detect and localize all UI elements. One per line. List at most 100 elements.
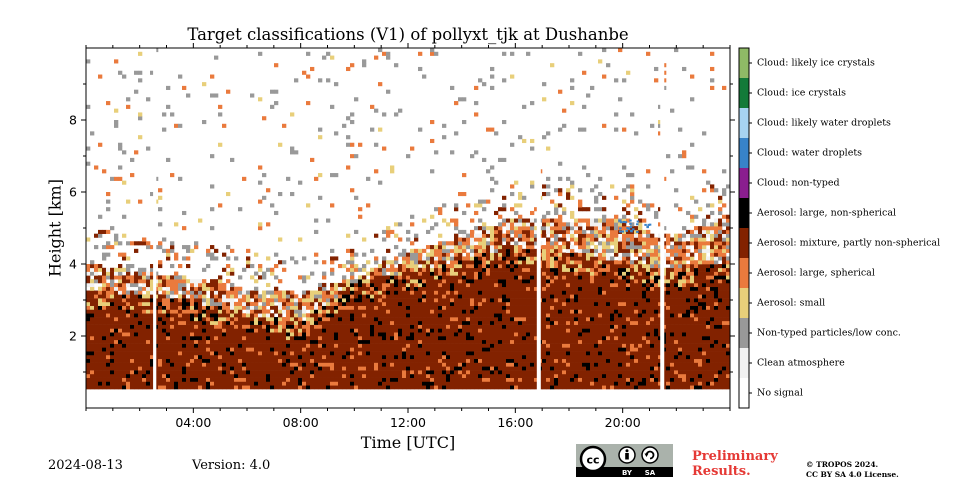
heatmap-cell <box>526 366 531 371</box>
heatmap-cell <box>438 313 443 318</box>
heatmap-cell <box>174 332 179 337</box>
heatmap-cell <box>378 385 383 390</box>
heatmap-cell <box>202 298 207 303</box>
heatmap-cell <box>138 199 143 204</box>
heatmap-cell <box>210 282 215 288</box>
heatmap-cell <box>454 207 459 212</box>
heatmap-cell <box>542 381 547 386</box>
heatmap-cell <box>398 222 403 227</box>
heatmap-cell <box>174 222 179 227</box>
heatmap-cell <box>542 260 547 265</box>
heatmap-cell <box>486 252 491 257</box>
heatmap-cell <box>290 313 295 318</box>
heatmap-cell <box>530 138 535 144</box>
heatmap-cell <box>206 320 211 325</box>
heatmap-cell <box>402 362 407 367</box>
heatmap-cell <box>582 245 587 250</box>
heatmap-cell <box>278 294 283 299</box>
heatmap-cell <box>566 267 571 272</box>
heatmap-cell <box>534 339 539 344</box>
heatmap-cell <box>398 347 403 352</box>
heatmap-cell <box>98 229 103 234</box>
heatmap-cell <box>238 343 243 348</box>
heatmap-cell <box>238 336 243 341</box>
heatmap-cell <box>578 275 583 280</box>
heatmap-cell <box>434 328 439 333</box>
heatmap-cell <box>598 192 603 197</box>
heatmap-cell <box>546 192 551 197</box>
heatmap-cell <box>350 154 355 159</box>
heatmap-cell <box>490 328 495 333</box>
heatmap-cell <box>438 309 443 314</box>
heatmap-cell <box>394 63 399 68</box>
heatmap-cell <box>546 248 551 253</box>
heatmap-cell <box>262 305 267 310</box>
heatmap-cell <box>150 370 155 375</box>
heatmap-cell <box>366 328 371 333</box>
heatmap-cell <box>194 358 199 363</box>
heatmap-cell <box>270 104 275 109</box>
heatmap-cell <box>586 275 591 280</box>
heatmap-cell <box>322 305 327 310</box>
heatmap-cell <box>230 305 235 310</box>
heatmap-cell <box>246 290 251 295</box>
heatmap-cell <box>586 93 591 98</box>
heatmap-cell <box>358 385 363 390</box>
heatmap-cell <box>606 282 611 288</box>
heatmap-cell <box>582 301 587 306</box>
heatmap-cell <box>98 385 103 390</box>
heatmap-cell <box>490 351 495 356</box>
heatmap-cell <box>302 336 307 341</box>
heatmap-cell <box>302 275 307 280</box>
heatmap-cell <box>150 294 155 299</box>
heatmap-cell <box>310 351 315 356</box>
heatmap-cell <box>366 260 371 265</box>
heatmap-cell <box>598 347 603 352</box>
heatmap-cell <box>294 358 299 363</box>
heatmap-cell <box>430 370 435 375</box>
heatmap-cell <box>302 381 307 386</box>
heatmap-cell <box>458 309 463 314</box>
heatmap-cell <box>94 290 99 295</box>
heatmap-cell <box>434 309 439 314</box>
heatmap-cell <box>326 305 331 310</box>
heatmap-cell <box>182 226 187 231</box>
heatmap-cell <box>178 354 183 360</box>
heatmap-cell <box>270 301 275 306</box>
heatmap-cell <box>382 336 387 341</box>
heatmap-cell <box>366 373 371 378</box>
heatmap-cell <box>350 362 355 367</box>
heatmap-cell <box>450 320 455 325</box>
heatmap-cell <box>218 112 223 117</box>
heatmap-cell <box>430 313 435 318</box>
heatmap-cell <box>102 358 107 363</box>
heatmap-cell <box>494 131 499 136</box>
heatmap-cell <box>510 313 515 318</box>
heatmap-cell <box>162 298 167 303</box>
heatmap-cell <box>578 271 583 276</box>
heatmap-cell <box>450 373 455 378</box>
heatmap-cell <box>602 123 607 128</box>
heatmap-cell <box>442 264 447 269</box>
heatmap-cell <box>506 385 511 390</box>
heatmap-cell <box>470 385 475 390</box>
heatmap-cell <box>166 320 171 325</box>
heatmap-cell <box>182 210 187 216</box>
heatmap-cell <box>502 385 507 390</box>
heatmap-cell <box>570 290 575 295</box>
heatmap-cell <box>466 286 471 291</box>
heatmap-cell <box>458 237 463 242</box>
heatmap-cell <box>238 320 243 325</box>
heatmap-cell <box>482 317 487 322</box>
heatmap-cell <box>362 385 367 390</box>
heatmap-cell <box>190 305 195 310</box>
heatmap-cell <box>498 245 503 250</box>
heatmap-cell <box>218 279 223 284</box>
heatmap-cell <box>482 381 487 386</box>
heatmap-cell <box>286 176 291 181</box>
heatmap-cell <box>290 385 295 390</box>
heatmap-cell <box>258 332 263 337</box>
heatmap-cell <box>526 336 531 341</box>
heatmap-cell <box>350 351 355 356</box>
heatmap-cell <box>242 267 247 272</box>
